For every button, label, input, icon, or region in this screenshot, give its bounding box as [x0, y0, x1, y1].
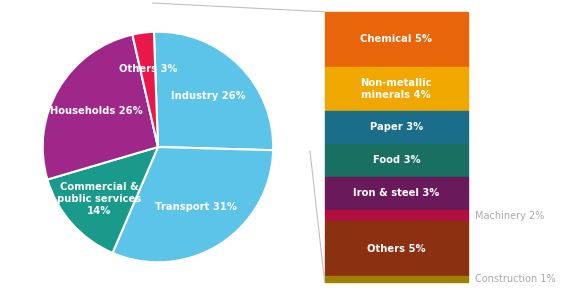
Bar: [325, 276, 468, 282]
Bar: [325, 67, 468, 111]
Text: Others 3%: Others 3%: [119, 64, 177, 74]
Wedge shape: [112, 147, 273, 262]
Bar: [325, 210, 468, 221]
Text: Food 3%: Food 3%: [373, 156, 420, 166]
Text: Machinery 2%: Machinery 2%: [475, 211, 545, 221]
Text: Commercial &
public services
14%: Commercial & public services 14%: [57, 183, 142, 216]
Text: Non-metallic
minerals 4%: Non-metallic minerals 4%: [360, 78, 432, 100]
Text: Households 26%: Households 26%: [50, 106, 143, 116]
Text: Transport 31%: Transport 31%: [156, 202, 238, 212]
Bar: [325, 111, 468, 144]
Bar: [325, 12, 468, 67]
Text: Others 5%: Others 5%: [367, 244, 426, 254]
Text: Chemical 5%: Chemical 5%: [360, 34, 432, 44]
Bar: [325, 144, 468, 177]
Bar: [325, 221, 468, 276]
Wedge shape: [154, 32, 273, 150]
Wedge shape: [43, 35, 158, 180]
Text: Iron & steel 3%: Iron & steel 3%: [353, 188, 439, 198]
Text: Paper 3%: Paper 3%: [370, 122, 423, 132]
Wedge shape: [47, 147, 158, 253]
Text: Construction 1%: Construction 1%: [475, 274, 556, 284]
Wedge shape: [132, 32, 158, 147]
Bar: [325, 177, 468, 210]
Text: Industry 26%: Industry 26%: [171, 91, 246, 101]
